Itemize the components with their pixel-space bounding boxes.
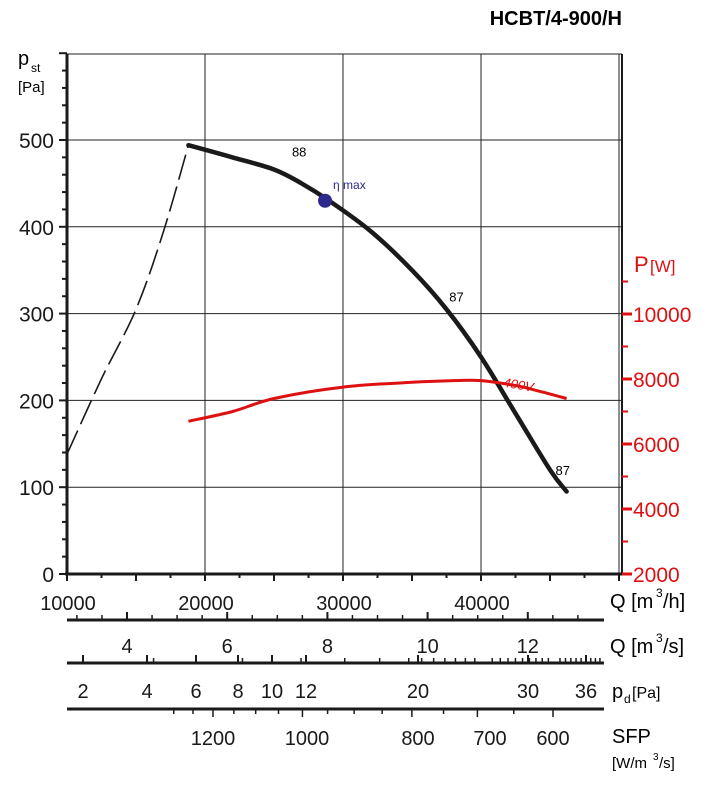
x-tick-label: 30000 bbox=[316, 593, 372, 615]
x-axis-label-pd-main: p bbox=[612, 681, 623, 703]
x-axis-label-sfp-unit-b: /s] bbox=[659, 755, 675, 772]
y-axis-label: p st [Pa] bbox=[18, 48, 45, 96]
scale-sfp-label: 1200 bbox=[191, 728, 236, 750]
scale-pd-label: 30 bbox=[517, 681, 539, 703]
x-axis-label-sfp-unit-sup: 3 bbox=[653, 752, 659, 763]
scale-m3s-label: 10 bbox=[416, 636, 438, 658]
scale-m3s-label: 4 bbox=[121, 636, 132, 658]
efficiency-label-87-end: 87 bbox=[556, 463, 570, 478]
eta-max-point bbox=[318, 193, 333, 208]
unstable-region-curve bbox=[66, 144, 190, 455]
y-tick-label: 400 bbox=[19, 217, 54, 240]
y2-axis-label: P [W] bbox=[634, 252, 676, 277]
power-curve bbox=[188, 378, 567, 423]
y-axis-label-unit: [Pa] bbox=[18, 79, 45, 96]
scale-pd-label: 2 bbox=[77, 681, 88, 703]
y-tick-label: 100 bbox=[19, 477, 54, 500]
x-axis-label-m3s: Q [m 3 /s] bbox=[610, 631, 684, 658]
scale-pd-label: 10 bbox=[261, 681, 283, 703]
x-axis-label-m3s-tail: /s] bbox=[663, 636, 684, 658]
x-tick-label: 40000 bbox=[454, 593, 510, 615]
x-axis-label-m3h-tail: /h] bbox=[663, 591, 685, 613]
scale-pd-label: 6 bbox=[190, 681, 201, 703]
efficiency-label-87-mid: 87 bbox=[449, 289, 463, 304]
x-axis-label-sfp-unit-a: [W/m bbox=[612, 755, 647, 772]
chart-dynamic-layer: 0 100 200 300 400 500 10000 20000 30000 40000 2000… bbox=[19, 52, 691, 750]
x-axis-label-pd-sub: d bbox=[624, 692, 631, 706]
chart-title: HCBT/4-900/H bbox=[490, 8, 622, 30]
scale-sfp-label: 1000 bbox=[285, 728, 330, 750]
x-axis-label-sfp: SFP [W/m 3 /s] bbox=[612, 726, 675, 772]
x-axis-label-m3h-sup: 3 bbox=[656, 586, 663, 600]
scale-pd-label: 36 bbox=[575, 681, 597, 703]
y2-axis-label-main: P bbox=[634, 252, 649, 277]
x-axis-label-m3h: Q [m 3 /h] bbox=[610, 586, 685, 613]
y2-tick-label: 2000 bbox=[633, 564, 680, 587]
y2-axis-label-unit: [W] bbox=[650, 257, 676, 276]
scale-pd-label: 8 bbox=[232, 681, 243, 703]
efficiency-label-88: 88 bbox=[292, 144, 306, 159]
scale-m3s-label: 6 bbox=[222, 636, 233, 658]
eta-max-label: η max bbox=[333, 178, 366, 192]
y-axis-label-sub: st bbox=[31, 61, 41, 75]
scale-pd-label: 12 bbox=[295, 681, 317, 703]
scale-sfp-label: 600 bbox=[536, 728, 569, 750]
scale-sfp-label: 700 bbox=[473, 728, 506, 750]
x-tick-label: 20000 bbox=[178, 593, 234, 615]
scale-sfp-label: 800 bbox=[401, 728, 434, 750]
x-axis-label-pd: p d [Pa] bbox=[612, 681, 660, 706]
scale-m3s-label: 8 bbox=[322, 636, 333, 658]
x-tick-label: 10000 bbox=[40, 593, 96, 615]
y-axis-label-main: p bbox=[18, 48, 29, 70]
x-axis-label-m3s-main: Q [m bbox=[610, 636, 653, 658]
x-axis-label-sfp-main: SFP bbox=[612, 726, 651, 748]
y-tick-label: 0 bbox=[42, 564, 54, 587]
y-tick-label: 300 bbox=[19, 304, 54, 327]
x-axis-label-pd-tail: [Pa] bbox=[632, 685, 660, 702]
x-axis-label-m3s-sup: 3 bbox=[656, 631, 663, 645]
pressure-curve bbox=[186, 142, 569, 494]
y2-tick-label: 4000 bbox=[633, 499, 680, 522]
y-tick-label: 200 bbox=[19, 390, 54, 413]
x-axis-label-m3h-main: Q [m bbox=[610, 591, 653, 613]
y2-tick-label: 6000 bbox=[633, 434, 680, 457]
scale-pd-label: 20 bbox=[407, 681, 429, 703]
scale-m3s-label: 12 bbox=[517, 636, 539, 658]
y2-tick-label: 10000 bbox=[633, 304, 691, 327]
y2-tick-label: 8000 bbox=[633, 369, 680, 392]
y-tick-label: 500 bbox=[19, 130, 54, 153]
scale-pd-label: 4 bbox=[141, 681, 152, 703]
